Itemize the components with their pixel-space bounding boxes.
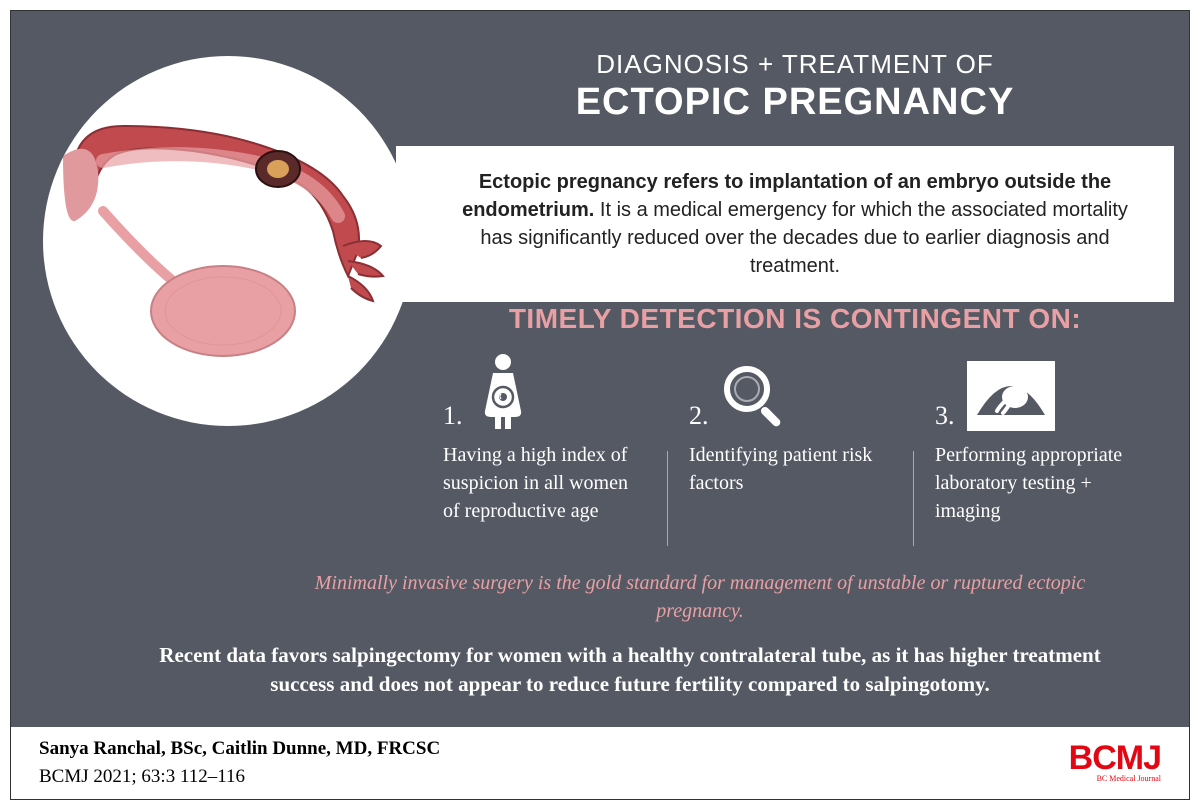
point-1-num: 1. xyxy=(443,401,463,431)
point-3: 3. Performing appropriate laboratory tes… xyxy=(913,351,1159,525)
point-2-num: 2. xyxy=(689,401,709,431)
point-3-text: Performing appropriate laboratory testin… xyxy=(935,441,1137,525)
citation-text: BCMJ 2021; 63:3 112–116 xyxy=(39,763,440,792)
point-2: 2. Identifying patient risk factors xyxy=(667,351,913,525)
point-3-num: 3. xyxy=(935,401,955,431)
infographic-frame: DIAGNOSIS + TREATMENT OF ECTOPIC PREGNAN… xyxy=(10,10,1190,800)
main-panel: DIAGNOSIS + TREATMENT OF ECTOPIC PREGNAN… xyxy=(11,11,1189,727)
anatomy-illustration xyxy=(43,56,413,426)
point-1-text: Having a high index of suspicion in all … xyxy=(443,441,645,525)
point-2-text: Identifying patient risk factors xyxy=(689,441,891,497)
surgery-note: Minimally invasive surgery is the gold s… xyxy=(311,569,1089,625)
definition-box: Ectopic pregnancy refers to implantation… xyxy=(396,146,1174,302)
eyebrow-text: DIAGNOSIS + TREATMENT OF xyxy=(431,49,1159,80)
ultrasound-icon xyxy=(967,361,1055,431)
point-1: 1. Having a high index of suspicion in a… xyxy=(421,351,667,525)
main-title: ECTOPIC PREGNANCY xyxy=(431,81,1159,124)
pregnant-person-icon xyxy=(475,353,531,431)
authors-text: Sanya Ranchal, BSc, Caitlin Dunne, MD, F… xyxy=(39,735,440,764)
fallopian-tube-icon xyxy=(63,116,393,366)
footer-bar: Sanya Ranchal, BSc, Caitlin Dunne, MD, F… xyxy=(11,727,1189,799)
sub-heading: TIMELY DETECTION IS CONTINGENT ON: xyxy=(431,303,1159,335)
footer-citation: Sanya Ranchal, BSc, Caitlin Dunne, MD, F… xyxy=(39,735,440,792)
bcmj-logo: BCMJ BC Medical Journal xyxy=(1069,743,1161,783)
bcmj-logo-text: BCMJ xyxy=(1069,743,1161,774)
magnifier-icon xyxy=(721,363,783,431)
salpingectomy-note: Recent data favors salpingectomy for wom… xyxy=(131,641,1129,700)
detection-points: 1. Having a high index of suspicion in a… xyxy=(421,351,1159,525)
